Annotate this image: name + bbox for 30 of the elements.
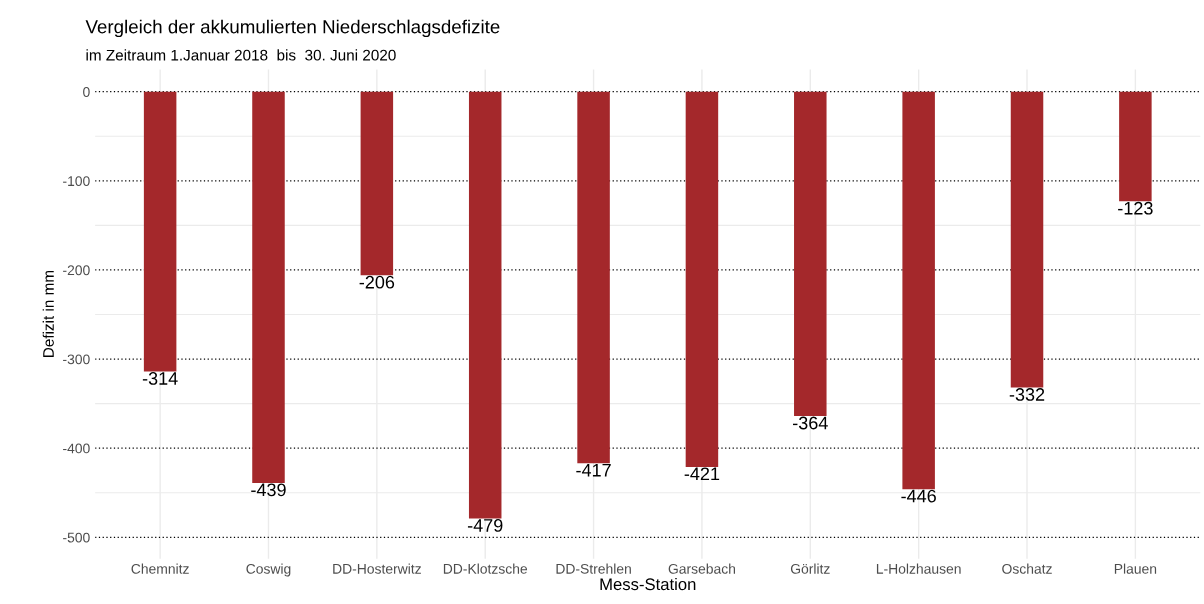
x-tick-label: DD-Klotzsche: [443, 563, 528, 574]
data-label: -332: [1009, 388, 1045, 401]
x-tick-label: DD-Hosterwitz: [333, 563, 421, 574]
y-tick-label: -400: [63, 443, 90, 454]
y-tick-label: -200: [63, 265, 90, 276]
data-label: -479: [467, 519, 503, 532]
chart-title: Vergleich der akkumulierten Niederschlagsdefizite: [85, 19, 500, 38]
x-tick-label: Garsebach: [668, 563, 735, 574]
x-tick-label: Oschatz: [1002, 563, 1052, 574]
data-label: -417: [576, 464, 611, 477]
y-tick-label: 0: [83, 87, 90, 97]
data-label: -364: [793, 416, 828, 430]
x-tick-label: Chemnitz: [131, 563, 189, 574]
y-tick-label: -300: [63, 354, 90, 365]
y-tick-label: -100: [63, 176, 90, 187]
x-tick-label: L-Holzhausen: [876, 563, 961, 574]
data-label: -421: [684, 467, 720, 480]
data-label: -446: [901, 489, 936, 503]
data-label: -314: [142, 372, 178, 385]
data-label: -439: [251, 483, 286, 497]
x-tick-label: Görlitz: [790, 563, 830, 574]
chart-subtitle: im Zeitraum 1.Januar 2018 bis 30. Juni 2020: [86, 49, 396, 61]
x-tick-label: Plauen: [1114, 563, 1157, 574]
x-axis-title: Mess-Station: [600, 577, 696, 591]
y-tick-label: -500: [63, 532, 90, 543]
y-axis-title: Defizit in mm: [42, 270, 54, 357]
x-tick-label: DD-Strehlen: [556, 563, 631, 574]
data-label: -123: [1118, 201, 1153, 215]
data-label: -206: [359, 275, 395, 289]
x-tick-label: Coswig: [246, 563, 291, 577]
